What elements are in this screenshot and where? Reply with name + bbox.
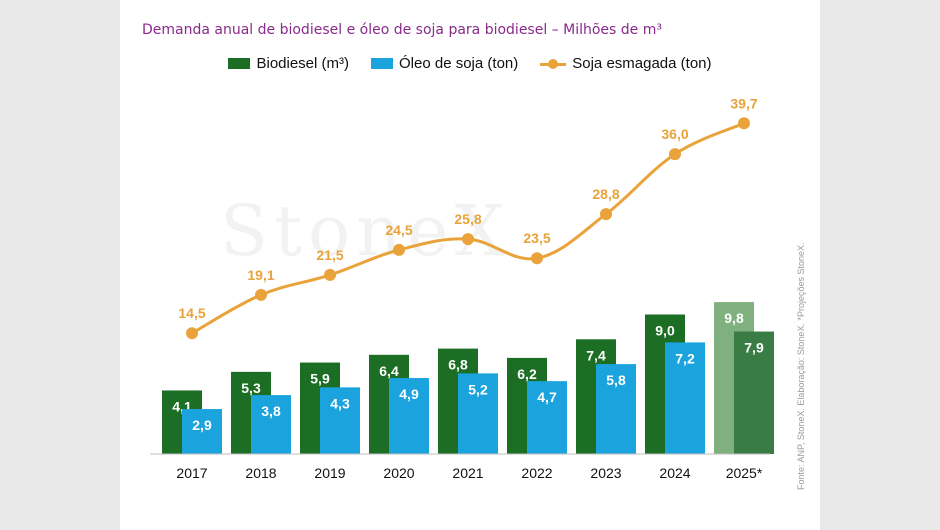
label-biodiesel-2024: 9,0 (655, 323, 675, 339)
label-soja-2019: 21,5 (316, 247, 343, 263)
label-soja-2023: 28,8 (592, 186, 619, 202)
bar-oleo-2021 (458, 373, 498, 454)
label-oleo-2025*: 7,9 (744, 340, 764, 356)
label-biodiesel-2018: 5,3 (241, 380, 261, 396)
x-tick-2022: 2022 (521, 465, 552, 481)
x-tick-2020: 2020 (383, 465, 414, 481)
bar-oleo-2019 (320, 387, 360, 454)
legend-swatch-soja (540, 58, 567, 70)
point-soja-2018 (255, 288, 267, 301)
label-oleo-2020: 4,9 (399, 386, 419, 402)
label-biodiesel-2025*: 9,8 (724, 310, 744, 326)
label-biodiesel-2019: 5,9 (310, 371, 330, 387)
line-soja (191, 121, 745, 335)
x-tick-2024: 2024 (659, 465, 690, 481)
label-biodiesel-2020: 6,4 (379, 363, 399, 379)
chart-title: Demanda anual de biodiesel e óleo de soj… (142, 22, 662, 38)
point-soja-2017 (186, 327, 198, 340)
label-biodiesel-2023: 7,4 (586, 347, 606, 363)
label-soja-2018: 19,1 (247, 267, 274, 283)
x-tick-2018: 2018 (245, 465, 276, 481)
label-biodiesel-2021: 6,8 (448, 357, 468, 373)
label-oleo-2024: 7,2 (675, 350, 695, 366)
x-tick-2019: 2019 (314, 465, 345, 481)
label-soja-2017: 14,5 (178, 305, 205, 321)
label-oleo-2022: 4,7 (537, 389, 557, 405)
label-soja-2020: 24,5 (385, 222, 412, 238)
chart-legend: Biodiesel (m³) Óleo de soja (ton) Soja e… (120, 55, 820, 72)
legend-label-biodiesel: Biodiesel (m³) (256, 55, 350, 72)
label-oleo-2023: 5,8 (606, 372, 626, 388)
legend-label-oleo: Óleo de soja (ton) (399, 55, 519, 72)
point-soja-2025* (738, 117, 750, 130)
label-oleo-2017: 2,9 (192, 417, 212, 433)
chart-card: StoneX Demanda anual de biodiesel e óleo… (120, 0, 820, 530)
legend-label-soja: Soja esmagada (ton) (572, 55, 712, 72)
legend-item-oleo: Óleo de soja (ton) (371, 55, 518, 72)
source-note: Fonte: ANP, StoneX. Elaboração: StoneX. … (796, 242, 806, 491)
bar-oleo-2022 (527, 381, 567, 454)
point-soja-2020 (393, 243, 405, 256)
x-tick-2017: 2017 (176, 465, 207, 481)
bar-oleo-2020 (389, 378, 429, 454)
chart-plot: 4,12,920175,33,820185,94,320196,44,92020… (150, 95, 774, 481)
point-soja-2022 (531, 252, 543, 265)
label-soja-2021: 25,8 (454, 211, 481, 227)
label-oleo-2018: 3,8 (261, 403, 281, 419)
bar-oleo-2025* (734, 331, 774, 454)
label-soja-2025*: 39,7 (730, 95, 757, 111)
point-soja-2023 (600, 208, 612, 221)
bar-oleo-2017 (182, 409, 222, 454)
legend-item-soja: Soja esmagada (ton) (540, 55, 712, 72)
watermark-logo: StoneX (220, 190, 511, 272)
point-soja-2021 (462, 233, 474, 246)
legend-item-biodiesel: Biodiesel (m³) (228, 55, 349, 72)
label-oleo-2021: 5,2 (468, 381, 488, 397)
label-soja-2024: 36,0 (661, 126, 688, 142)
point-soja-2024 (669, 148, 681, 161)
label-oleo-2019: 4,3 (330, 395, 350, 411)
bar-oleo-2023 (596, 364, 636, 454)
x-tick-2023: 2023 (590, 465, 621, 481)
legend-swatch-biodiesel (228, 58, 251, 69)
x-tick-2025*: 2025* (726, 465, 763, 481)
label-biodiesel-2022: 6,2 (517, 366, 537, 382)
point-soja-2019 (324, 268, 336, 281)
label-soja-2022: 23,5 (523, 230, 550, 246)
bar-oleo-2024 (665, 342, 705, 454)
legend-swatch-oleo (371, 58, 394, 69)
bar-oleo-2018 (251, 395, 291, 454)
x-tick-2021: 2021 (452, 465, 483, 481)
